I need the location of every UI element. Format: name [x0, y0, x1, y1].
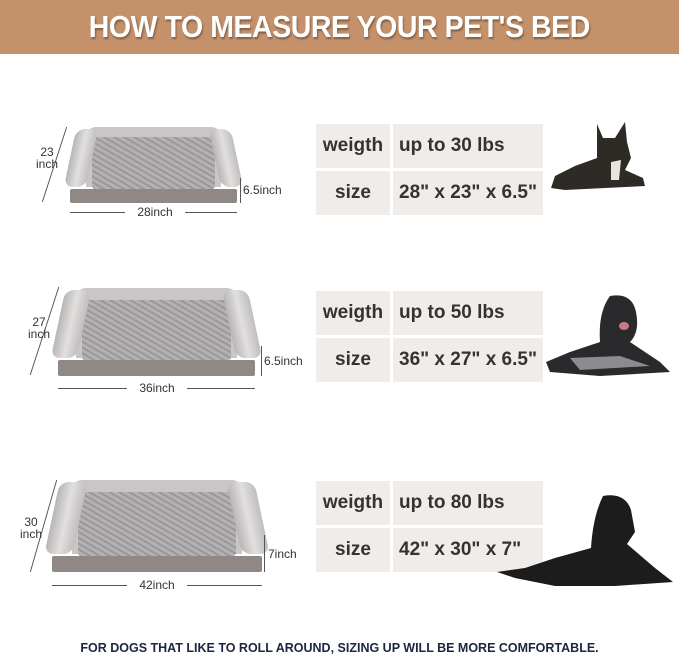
- spec-table: weigth up to 80 lbs size 42" x 30" x 7": [313, 478, 546, 575]
- weight-row: weigth up to 50 lbs: [316, 291, 543, 335]
- weight-row: weigth up to 30 lbs: [316, 124, 543, 168]
- page-title: HOW TO MEASURE YOUR PET'S BED: [88, 9, 591, 44]
- size-row: size 28" x 23" x 6.5": [316, 171, 543, 215]
- length-label: 36inch: [127, 382, 187, 394]
- size-row: size 42" x 30" x 7": [316, 528, 543, 572]
- width-label: 23 inch: [35, 145, 58, 171]
- weight-row: weigth up to 80 lbs: [316, 481, 543, 525]
- bed-image-medium: [50, 288, 263, 376]
- length-label: 42inch: [127, 579, 187, 591]
- bed-image-large: [44, 480, 270, 572]
- height-label: 7inch: [268, 547, 297, 561]
- length-label: 28inch: [125, 206, 185, 218]
- footer-note: FOR DOGS THAT LIKE TO ROLL AROUND, SIZIN…: [80, 641, 599, 655]
- size-row: size 36" x 27" x 6.5": [316, 338, 543, 382]
- spec-table: weigth up to 30 lbs size 28" x 23" x 6.5": [313, 121, 546, 218]
- french-bulldog-image: [551, 122, 645, 190]
- spec-table: weigth up to 50 lbs size 36" x 27" x 6.5": [313, 288, 546, 385]
- labrador-image: [497, 495, 673, 586]
- bed-image-small: [63, 127, 244, 203]
- height-label: 6.5inch: [264, 354, 303, 368]
- height-label: 6.5inch: [243, 183, 282, 197]
- spaniel-image: [546, 295, 670, 376]
- title-banner: HOW TO MEASURE YOUR PET'S BED: [0, 0, 679, 54]
- width-label: 30 inch: [19, 515, 42, 541]
- width-label: 27 inch: [27, 315, 50, 341]
